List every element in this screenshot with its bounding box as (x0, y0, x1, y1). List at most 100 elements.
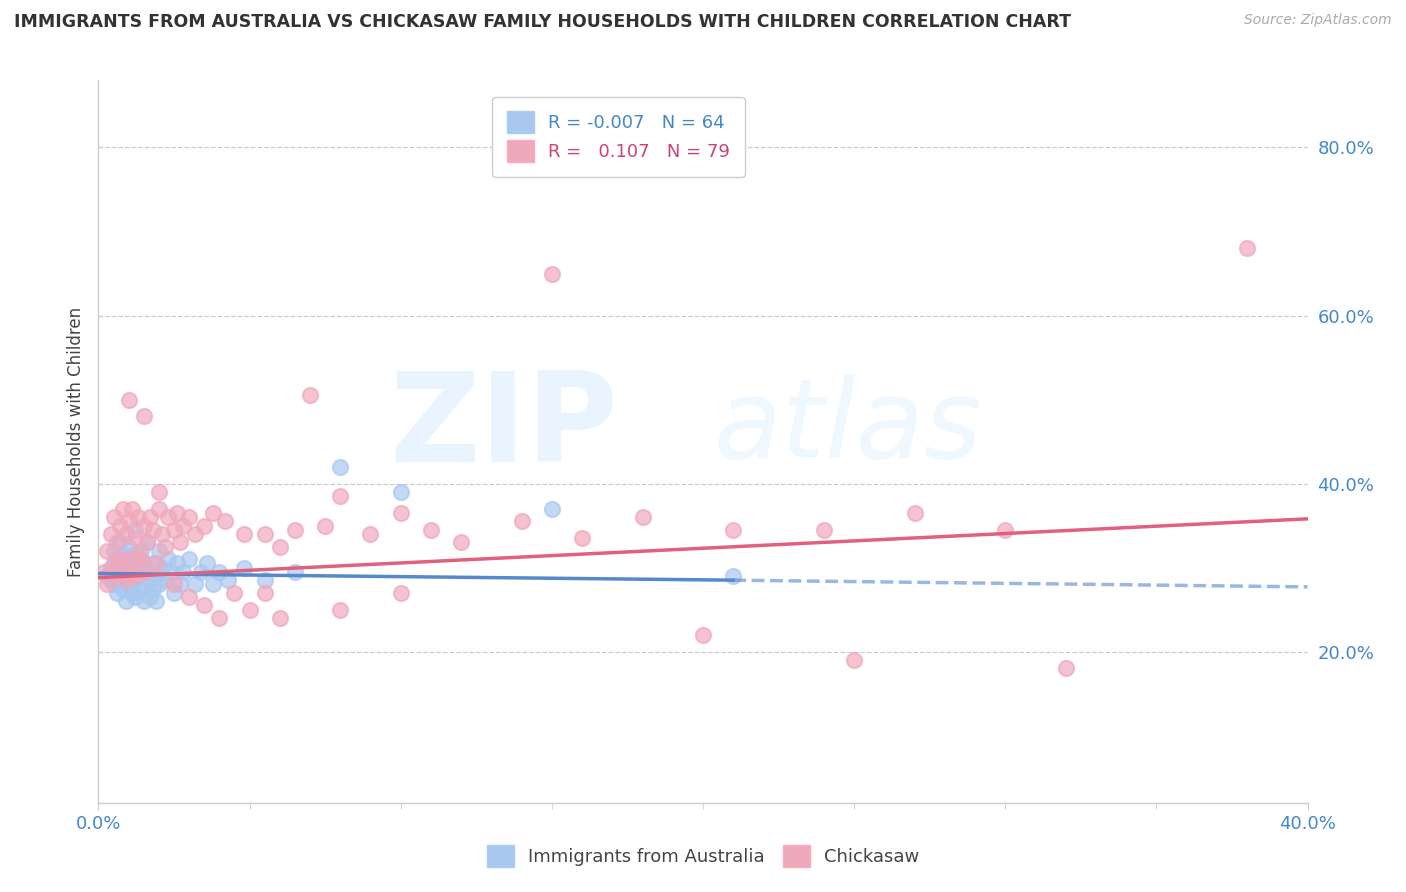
Point (105, 552, 128, 566)
Point (195, 557, 218, 571)
Point (994, 523, 1017, 537)
Point (103, 577, 125, 591)
Point (111, 501, 134, 516)
Point (166, 557, 188, 571)
Point (232, 560, 254, 574)
Point (100, 527, 122, 541)
Point (214, 514, 236, 528)
Point (166, 506, 188, 520)
Point (571, 531, 593, 545)
Point (284, 565, 307, 579)
Point (284, 523, 307, 537)
Text: atlas: atlas (714, 374, 983, 481)
Point (118, 514, 141, 528)
Point (139, 510, 162, 524)
Point (208, 611, 231, 625)
Point (100, 560, 122, 574)
Point (314, 518, 336, 533)
Point (118, 565, 141, 579)
Point (150, 527, 173, 541)
Point (360, 527, 382, 541)
Point (135, 535, 157, 549)
Point (723, 523, 745, 537)
Point (108, 573, 131, 587)
Point (118, 552, 141, 566)
Point (510, 514, 533, 528)
Point (269, 540, 291, 554)
Point (111, 557, 134, 571)
Point (389, 506, 412, 520)
Point (118, 392, 141, 407)
Point (129, 552, 152, 566)
Y-axis label: Family Households with Children: Family Households with Children (66, 307, 84, 576)
Point (420, 523, 443, 537)
Point (224, 586, 246, 600)
Point (103, 510, 125, 524)
Point (193, 599, 215, 613)
Point (132, 594, 155, 608)
Point (127, 582, 149, 596)
Point (103, 543, 125, 558)
Point (142, 523, 165, 537)
Point (208, 565, 231, 579)
Point (156, 552, 179, 566)
Point (124, 569, 146, 583)
Text: IMMIGRANTS FROM AUSTRALIA VS CHICKASAW FAMILY HOUSEHOLDS WITH CHILDREN CORRELATI: IMMIGRANTS FROM AUSTRALIA VS CHICKASAW F… (14, 13, 1071, 31)
Point (114, 560, 136, 574)
Point (124, 590, 146, 604)
Point (132, 565, 155, 579)
Point (132, 518, 155, 533)
Point (108, 518, 131, 533)
Point (127, 510, 149, 524)
Point (114, 569, 136, 583)
Point (121, 501, 143, 516)
Point (184, 577, 207, 591)
Point (269, 611, 291, 625)
Point (127, 548, 149, 562)
Point (118, 577, 141, 591)
Point (105, 586, 128, 600)
Point (179, 510, 201, 524)
Point (450, 535, 472, 549)
Point (389, 586, 412, 600)
Point (329, 602, 352, 616)
Point (108, 535, 131, 549)
Point (184, 527, 207, 541)
Point (239, 602, 262, 616)
Point (132, 582, 155, 596)
Point (121, 565, 143, 579)
Point (904, 506, 927, 520)
Text: Source: ZipAtlas.com: Source: ZipAtlas.com (1244, 13, 1392, 28)
Point (232, 527, 254, 541)
Point (163, 577, 186, 591)
Point (153, 540, 176, 554)
Point (121, 548, 143, 562)
Legend: Immigrants from Australia, Chickasaw: Immigrants from Australia, Chickasaw (479, 838, 927, 874)
Point (160, 565, 183, 579)
Point (124, 523, 146, 537)
Point (172, 518, 194, 533)
Point (692, 628, 714, 642)
Point (135, 535, 157, 549)
Point (129, 569, 152, 583)
Point (111, 565, 134, 579)
Point (145, 594, 167, 608)
Point (389, 485, 412, 500)
Point (153, 573, 176, 587)
Point (111, 548, 134, 562)
Point (105, 535, 128, 549)
Point (96, 543, 118, 558)
Point (540, 501, 562, 516)
Point (132, 557, 155, 571)
Point (108, 552, 131, 566)
Point (163, 523, 186, 537)
Point (121, 586, 143, 600)
Point (253, 586, 276, 600)
Point (179, 590, 201, 604)
Point (179, 552, 201, 566)
Point (156, 510, 179, 524)
Point (139, 590, 162, 604)
Point (202, 577, 225, 591)
Point (100, 573, 122, 587)
Point (132, 409, 155, 424)
